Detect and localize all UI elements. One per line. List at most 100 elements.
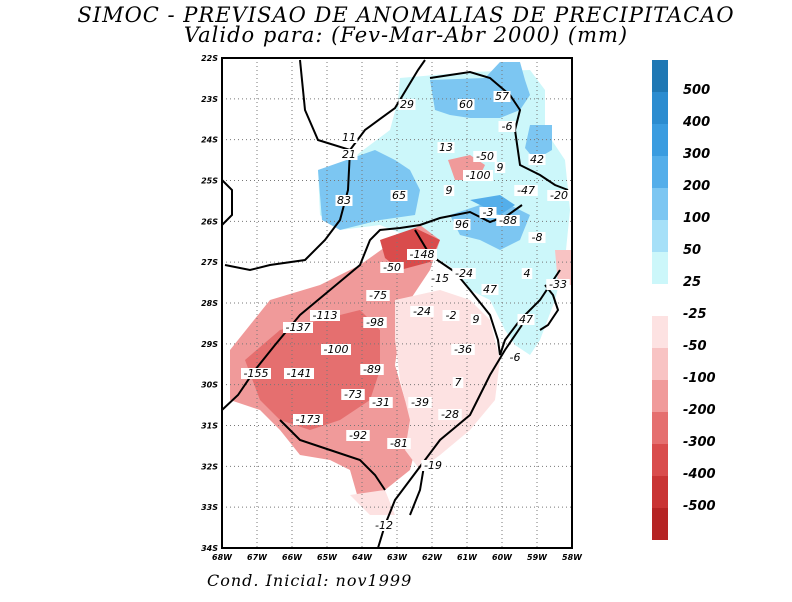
contour-label: 65 (392, 189, 406, 202)
legend-swatch-negative (652, 348, 668, 380)
contour-label-background (453, 219, 471, 230)
legend-label-negative: -200 (683, 403, 716, 418)
contour-label-background (443, 185, 455, 196)
contour-label: -137 (286, 321, 311, 334)
legend-swatch-positive (652, 156, 668, 188)
legend-label-negative: -400 (683, 467, 716, 482)
political-borders (221, 59, 569, 549)
contour-label: -15 (431, 272, 449, 285)
legend-label-positive: 100 (683, 211, 711, 226)
legend-label-positive: 25 (683, 275, 702, 290)
contour-label: -148 (410, 248, 435, 261)
lat-tick-label: 26S (201, 217, 218, 226)
contour-label: -141 (287, 367, 312, 380)
contour-label: -88 (499, 214, 517, 227)
lon-tick-label: 66W (282, 553, 303, 562)
contour-label: -28 (441, 408, 459, 421)
contour-label-background (366, 290, 390, 301)
lon-tick-label: 68W (212, 553, 233, 562)
contour-label: -39 (411, 396, 429, 409)
contour-label: 29 (400, 98, 414, 111)
legend-swatch-positive (652, 220, 668, 252)
contour-label-background (452, 268, 476, 279)
initial-condition-label: Cond. Inicial: nov1999 (207, 571, 413, 590)
lon-tick-label: 58W (562, 553, 583, 562)
contour-label-background (546, 279, 570, 290)
contour-label: -33 (549, 278, 567, 291)
legend-swatch-positive (652, 60, 668, 92)
lat-tick-label: 34S (201, 544, 218, 553)
contour-label-background (340, 149, 358, 160)
contour-label-background (410, 306, 434, 317)
map-frame (221, 57, 573, 549)
contour-label-background (421, 460, 445, 471)
contour-label: -3 (483, 206, 494, 219)
contour-label: -6 (502, 120, 513, 133)
contour-label-background (514, 185, 538, 196)
legend-label-negative: -25 (683, 307, 707, 322)
lon-tick-label: 61W (457, 553, 478, 562)
contour-label-background (452, 377, 464, 388)
legend-swatch-negative (652, 476, 668, 508)
contour-label: 9 (446, 184, 453, 197)
contour-label-background (437, 142, 455, 153)
contour-label: 42 (530, 153, 544, 166)
contour-label: -31 (372, 396, 390, 409)
contour-label: -155 (244, 367, 269, 380)
contour-label-background (284, 368, 314, 379)
contour-label-background (241, 368, 271, 379)
lon-tick-label: 60W (492, 553, 513, 562)
lat-tick-label: 29S (201, 340, 218, 349)
contour-label: -20 (550, 189, 568, 202)
contour-label: 13 (439, 141, 453, 154)
lon-tick-label: 62W (422, 553, 443, 562)
contour-label-background (428, 273, 452, 284)
contour-label-background (340, 132, 358, 143)
contour-label: 7 (455, 376, 462, 389)
contour-label: -173 (296, 413, 321, 426)
contour-label: -19 (424, 459, 442, 472)
contour-label-background (438, 409, 462, 420)
contour-label-background (293, 414, 323, 425)
legend-swatch-positive (652, 252, 668, 284)
legend-swatch-negative (652, 508, 668, 540)
legend-label-negative: -50 (683, 339, 707, 354)
contour-label-background (457, 99, 475, 110)
contour-label: -89 (363, 363, 381, 376)
contour-label: -24 (413, 305, 431, 318)
contour-label: -81 (390, 437, 408, 450)
contour-label-background (481, 284, 499, 295)
contour-label: 60 (459, 98, 473, 111)
contour-label: -12 (375, 519, 393, 532)
contour-label: -6 (510, 351, 521, 364)
contour-label: -100 (324, 343, 349, 356)
contour-label: 57 (495, 90, 509, 103)
contour-label: -50 (476, 150, 494, 163)
lat-tick-label: 27S (201, 258, 218, 267)
legend-label-positive: 400 (683, 115, 711, 130)
contour-label-background (380, 262, 404, 273)
contour-label-background (451, 344, 475, 355)
contour-label: -92 (349, 429, 367, 442)
contour-label-background (506, 352, 524, 363)
contour-label-background (494, 162, 506, 173)
contour-label-background (369, 397, 393, 408)
legend-swatch-positive (652, 124, 668, 156)
legend-label-positive: 50 (683, 243, 702, 258)
legend-label-positive: 200 (683, 179, 711, 194)
lat-tick-label: 25S (201, 177, 218, 186)
lat-tick-label: 30S (201, 381, 218, 390)
color-legend (652, 60, 668, 540)
contour-label: 21 (342, 148, 356, 161)
contour-label-background (463, 170, 493, 181)
contour-label-background (496, 215, 520, 226)
contour-label-background (398, 99, 416, 110)
contour-label: -100 (466, 169, 491, 182)
legend-swatch-negative (652, 316, 668, 348)
legend-label-negative: -100 (683, 371, 716, 386)
title-line-1: SIMOC - PREVISAO DE ANOMALIAS DE PRECIPI… (77, 3, 735, 27)
contour-label-background (387, 438, 411, 449)
legend-swatch-positive (652, 188, 668, 220)
contour-label-background (360, 364, 384, 375)
contour-label-background (521, 268, 533, 279)
